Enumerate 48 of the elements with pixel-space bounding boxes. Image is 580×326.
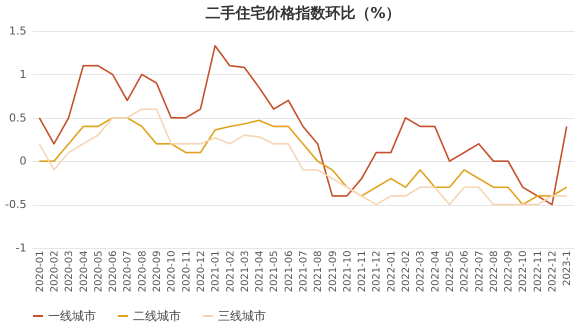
x-tick-label: 2022-05 <box>444 250 456 292</box>
y-tick-label: -0.5 <box>5 198 26 212</box>
legend-label: 二线城市 <box>133 309 181 323</box>
legend-label: 三线城市 <box>218 309 266 323</box>
chart-title: 二手住宅价格指数环比（%） <box>205 4 401 22</box>
x-tick-label: 2022-12 <box>548 250 559 292</box>
x-tick-label: 2020-12 <box>196 250 207 292</box>
x-tick-label: 2020-04 <box>78 250 90 292</box>
line-series <box>38 44 568 206</box>
y-tick-label: 1.5 <box>9 24 26 38</box>
x-tick-label: 2020-10 <box>166 250 178 292</box>
x-tick-label: 2020-08 <box>137 250 148 292</box>
x-tick-label: 2021-05 <box>269 250 280 292</box>
y-tick-label: 1 <box>20 68 26 81</box>
x-tick-label: 2022-10 <box>518 250 530 292</box>
x-tick-label: 2022-07 <box>474 250 486 292</box>
x-tick-label: 2022-08 <box>488 250 500 292</box>
x-tick-label: 2021-06 <box>284 250 295 292</box>
x-tick-label: 2021-10 <box>342 250 354 292</box>
x-tick-label: 2021-03 <box>240 250 251 292</box>
x-tick-label: 2020-01 <box>34 250 46 292</box>
x-tick-label: 2022-09 <box>504 250 515 292</box>
x-tick-label: 2022-02 <box>401 250 412 292</box>
x-tick-label: 2021-02 <box>225 250 236 292</box>
x-tick-label: 2021-09 <box>328 250 339 292</box>
x-tick-label: 2021-12 <box>372 250 383 292</box>
x-tick-label: 2020-06 <box>108 250 120 292</box>
x-tick-label: 2021-07 <box>298 250 310 292</box>
x-tick-label: 2021-04 <box>254 250 266 292</box>
x-tick-label: 2020-03 <box>64 250 76 292</box>
x-tick-label: 2022-11 <box>532 250 544 292</box>
x-tick-label: 2021-11 <box>357 250 368 292</box>
x-tick-label: 2022-01 <box>386 250 398 292</box>
x-tick-label: 2022-06 <box>460 250 471 292</box>
x-tick-label: 2022-03 <box>416 250 427 292</box>
x-tick-label: 2020-11 <box>181 250 192 292</box>
x-tick-label: 2022-04 <box>430 250 442 292</box>
y-tick-label: 0.5 <box>9 111 26 124</box>
x-tick-label: 2021-01 <box>210 250 222 292</box>
y-tick-label: -1 <box>16 242 26 254</box>
x-tick-label: 2020-02 <box>49 250 60 292</box>
x-tick-label: 2021-08 <box>313 250 324 292</box>
x-tick-label: 2023-1 <box>562 250 574 286</box>
legend-label: 一线城市 <box>48 309 96 323</box>
x-tick-label: 2020-09 <box>152 250 164 292</box>
x-tick-label: 2020-07 <box>122 250 134 292</box>
y-tick-label: 0 <box>20 154 26 168</box>
x-tick-label: 2020-05 <box>93 250 104 292</box>
